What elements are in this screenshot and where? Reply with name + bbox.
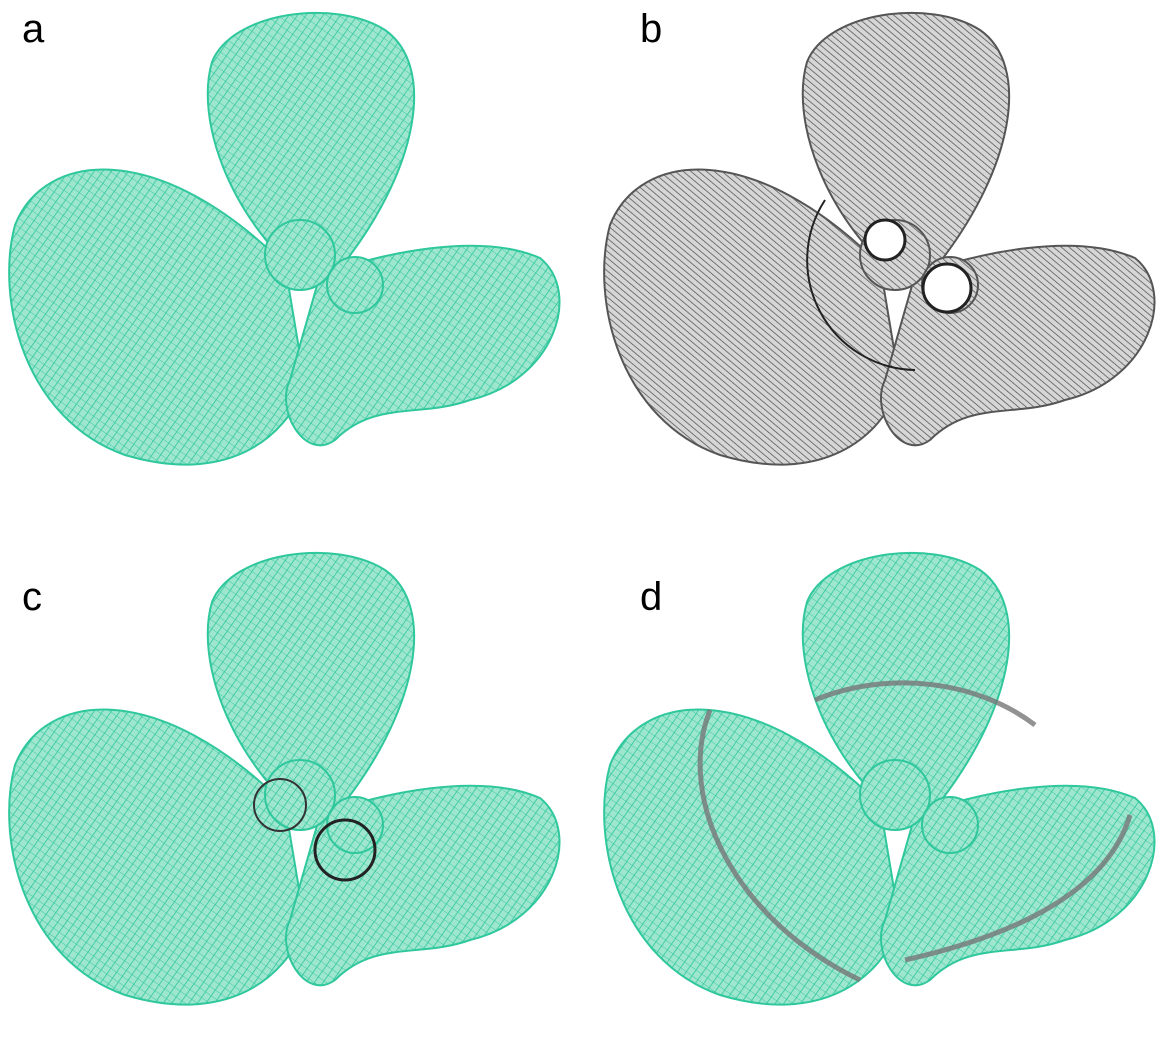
panel-b: b <box>604 7 1154 465</box>
panel-label: c <box>22 575 42 619</box>
panel-a: a <box>9 7 559 465</box>
page: a b c d (() => { const data = JSON.parse… <box>0 0 1167 1051</box>
panel-label: d <box>640 575 662 619</box>
panel-label: a <box>22 7 45 51</box>
panel-c: c <box>9 553 559 1005</box>
panel-d: d <box>604 553 1154 1005</box>
panel-label: b <box>640 7 662 51</box>
figure: a b c d <box>0 0 1167 1051</box>
